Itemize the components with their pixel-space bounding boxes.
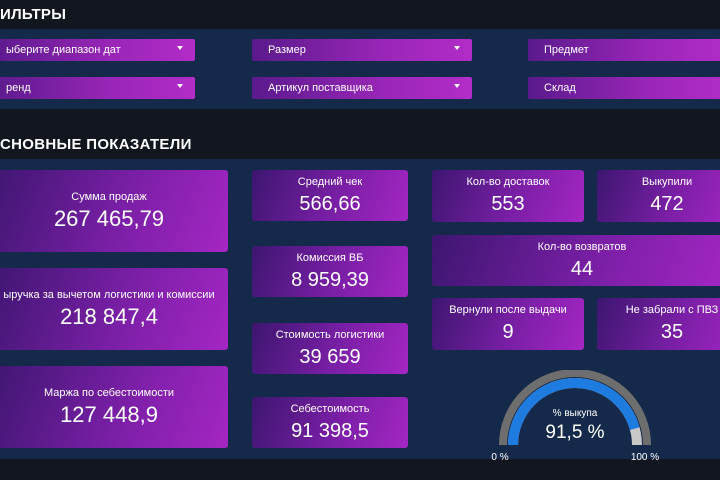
filter-subject[interactable]: Предмет [528, 39, 720, 61]
card-sales-sum-label: Сумма продаж [71, 191, 147, 203]
gauge-outer-arc [499, 369, 651, 446]
filter-brand-label: ренд [6, 82, 31, 94]
card-wb-commission: Комиссия ВБ 8 959,39 [252, 246, 408, 297]
gauge-value: 91,5 % [545, 422, 605, 443]
card-not-picked-label: Не забрали с ПВЗ [625, 304, 719, 316]
card-logistics-cost-label: Стоимость логистики [275, 328, 385, 341]
card-margin-value: 127 448,9 [60, 402, 158, 427]
card-sales-sum: Сумма продаж 267 465,79 [0, 170, 228, 252]
chevron-down-icon [177, 84, 183, 88]
filter-vendor-article-label: Артикул поставщика [268, 82, 373, 94]
card-deliveries-value: 553 [491, 193, 525, 215]
gauge-fill-arc [508, 378, 640, 446]
card-not-picked: Не забрали с ПВЗ 35 [597, 298, 720, 350]
filter-warehouse-label: Склад [544, 82, 576, 94]
card-returned-after-value: 9 [502, 321, 514, 343]
card-logistics-cost-value: 39 659 [299, 345, 361, 368]
card-bought: Выкупили 472 [597, 170, 720, 222]
filter-date-range-label: ыберите диапазон дат [6, 44, 121, 56]
gauge-min-label: 0 % [491, 452, 509, 463]
card-not-picked-value: 35 [660, 321, 684, 343]
card-revenue-net: ыручка за вычетом логистики и комиссии 2… [0, 268, 228, 350]
chevron-down-icon [454, 84, 460, 88]
filter-warehouse[interactable]: Склад [528, 77, 720, 99]
card-sales-sum-value: 267 465,79 [53, 206, 165, 231]
filter-subject-label: Предмет [544, 44, 589, 56]
filter-size[interactable]: Размер [252, 39, 472, 61]
chevron-down-icon [454, 46, 460, 50]
card-returns-label: Кол-во возвратов [537, 240, 627, 253]
card-avg-check-label: Средний чек [297, 175, 363, 188]
buyout-gauge: % выкупа 91,5 % 0 % 100 % [485, 369, 665, 465]
card-bought-value: 472 [650, 193, 684, 215]
card-returned-after: Вернули после выдачи 9 [432, 298, 584, 350]
card-revenue-net-value: 218 847,4 [60, 304, 158, 329]
card-cost-price-value: 91 398,5 [291, 419, 369, 442]
card-avg-check: Средний чек 566,66 [252, 170, 408, 221]
filter-brand[interactable]: ренд [0, 77, 195, 99]
card-margin-label: Маржа по себестоимости [43, 387, 174, 399]
card-avg-check-value: 566,66 [299, 192, 361, 215]
card-returned-after-label: Вернули после выдачи [449, 304, 567, 316]
gauge-svg [499, 369, 651, 446]
card-logistics-cost: Стоимость логистики 39 659 [252, 323, 408, 374]
filters-panel: ыберите диапазон дат Размер Предмет ренд… [0, 29, 720, 109]
filter-vendor-article[interactable]: Артикул поставщика [252, 77, 472, 99]
card-revenue-net-label: ыручка за вычетом логистики и комиссии [3, 289, 215, 301]
gauge-title: % выкупа [552, 408, 598, 419]
chevron-down-icon [177, 46, 183, 50]
card-cost-price-label: Себестоимость [290, 402, 370, 415]
card-bought-label: Выкупили [641, 176, 693, 188]
card-cost-price: Себестоимость 91 398,5 [252, 397, 408, 448]
gauge-max-label: 100 % [630, 452, 660, 463]
card-wb-commission-value: 8 959,39 [291, 268, 369, 291]
card-margin: Маржа по себестоимости 127 448,9 [0, 366, 228, 448]
filter-date-range[interactable]: ыберите диапазон дат [0, 39, 195, 61]
filters-title: ИЛЬТРЫ [0, 6, 67, 23]
card-wb-commission-label: Комиссия ВБ [296, 251, 364, 264]
metrics-title: СНОВНЫЕ ПОКАЗАТЕЛИ [0, 136, 192, 153]
card-returns: Кол-во возвратов 44 [432, 235, 720, 286]
filter-size-label: Размер [268, 44, 306, 56]
card-deliveries: Кол-во доставок 553 [432, 170, 584, 222]
card-deliveries-label: Кол-во доставок [466, 176, 550, 188]
card-returns-value: 44 [570, 257, 594, 280]
